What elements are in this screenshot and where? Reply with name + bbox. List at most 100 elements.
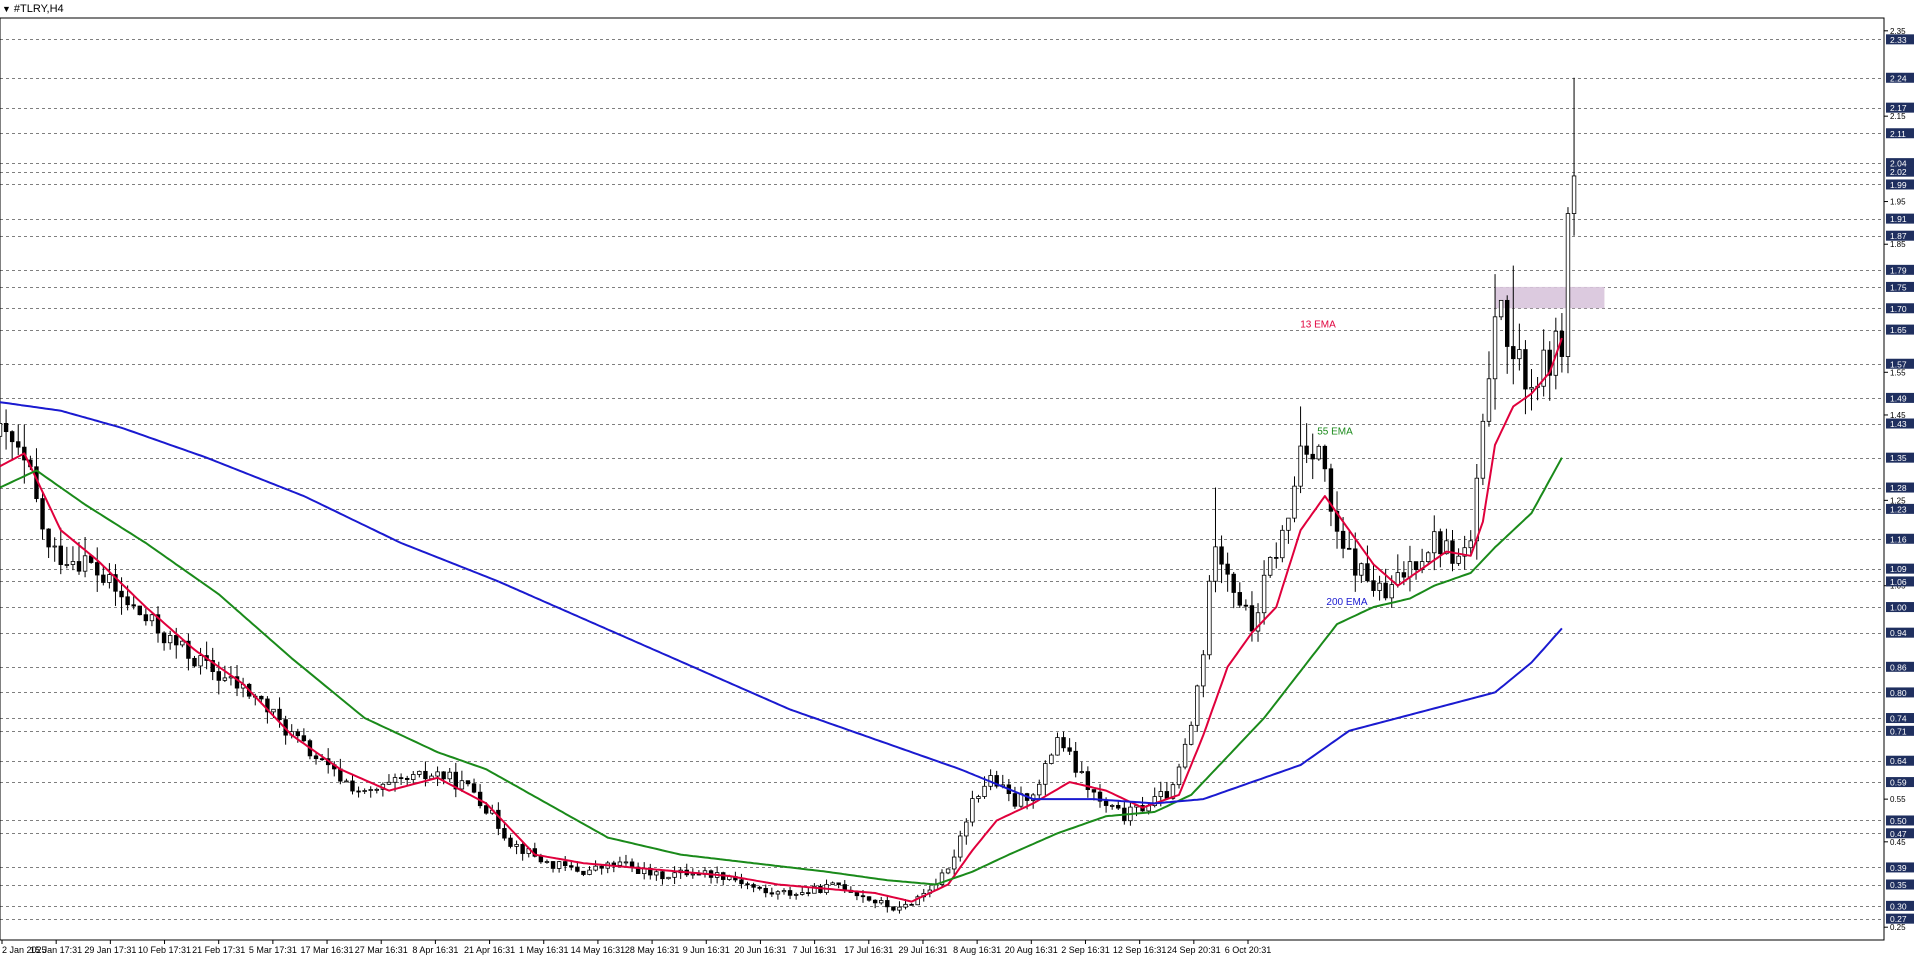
candle-body [1061,737,1066,749]
candle-body [40,498,45,530]
candle-body [9,431,15,443]
price-level-label: 1.70 [1890,304,1907,314]
candle [708,869,714,884]
candle [1450,530,1455,572]
chart-title[interactable]: ▼ #TLRY,H4 [2,3,64,15]
candle [581,870,586,877]
candle-body [1176,766,1182,786]
candle [453,762,459,798]
candle-body [1474,477,1480,542]
candle-body [866,896,872,901]
candle-body [107,574,112,583]
candle [751,882,756,893]
candle-body [806,892,811,894]
price-level-label: 2.24 [1890,73,1907,83]
candle-body [368,789,373,791]
candle [836,882,841,889]
candle-body [95,562,100,576]
candle-body [599,865,604,869]
candle [1395,554,1401,588]
candles [0,77,1577,914]
time-tick-label: 29 Jan 17:31 [84,945,136,955]
candle [1523,340,1528,415]
candle [1286,517,1291,544]
candle [623,854,629,866]
candle [1462,535,1467,570]
price-level-box [1886,687,1914,698]
candle [1073,741,1078,778]
time-tick-label: 17 Jul 16:31 [844,945,893,955]
candle [1456,548,1461,566]
candle-body [569,865,574,868]
candle-body [1377,582,1382,591]
candle [1565,207,1571,374]
candle [1310,433,1315,480]
price-level-label: 2.17 [1890,103,1907,113]
candle [872,899,878,909]
candle-body [793,893,799,896]
candle [0,402,3,461]
candle-body [301,735,307,742]
candle-body [781,890,787,893]
candle [958,830,963,862]
candle [222,665,228,683]
price-level-label: 1.16 [1890,534,1907,544]
candle-body [295,731,300,737]
price-level-box [1886,576,1914,587]
candle-body [271,708,276,713]
candle-body [763,888,768,894]
price-axis: 2.352.151.951.851.551.451.251.050.550.45… [1884,27,1914,932]
time-tick-label: 2 Sep 16:31 [1061,945,1110,955]
candle [423,761,428,787]
candle-body [556,861,562,869]
time-tick-label: 12 Sep 16:31 [1113,945,1167,955]
candle [9,430,15,460]
candle [1517,323,1522,371]
candle-body [1462,547,1467,557]
candle [1492,274,1498,410]
candle-body [563,861,568,867]
candle-body [860,895,866,898]
candle [1480,413,1486,486]
candle [374,787,379,794]
symbol-title: #TLRY,H4 [13,3,64,15]
candle-body [313,755,319,760]
candle-body [1456,555,1461,564]
candle [435,766,440,787]
candle-body [800,892,805,895]
candle-body [234,676,240,689]
candle [1298,406,1303,494]
candle [1079,761,1084,774]
candle [1438,528,1443,568]
candle [1140,796,1145,812]
candle [806,887,811,897]
candle-body [1170,784,1176,799]
candle [678,867,683,879]
price-level-label: 0.59 [1890,778,1907,788]
candle [927,885,933,898]
price-tick-label: 1.95 [1890,198,1906,207]
candle-body [471,783,477,793]
candle-body [1359,563,1364,576]
price-level-box [1886,213,1914,224]
candle [161,631,167,651]
candle-body [1249,605,1255,632]
price-level-box [1886,166,1914,177]
candle [344,778,349,783]
supply-zone [1495,286,1605,309]
candle [204,641,209,670]
time-tick-label: 5 Mar 17:31 [249,945,297,955]
candle [101,565,106,586]
price-level-label: 1.91 [1890,214,1907,224]
candle-body [1322,445,1328,470]
candle-body [1255,612,1261,632]
candle [1043,760,1048,796]
candle [1353,532,1358,592]
candle-body [964,821,969,837]
candle [1237,582,1242,608]
candle-body [82,555,88,572]
candle-body [417,770,422,775]
dropdown-triangle-icon[interactable]: ▼ [2,4,11,14]
price-level-label: 2.04 [1890,159,1907,169]
